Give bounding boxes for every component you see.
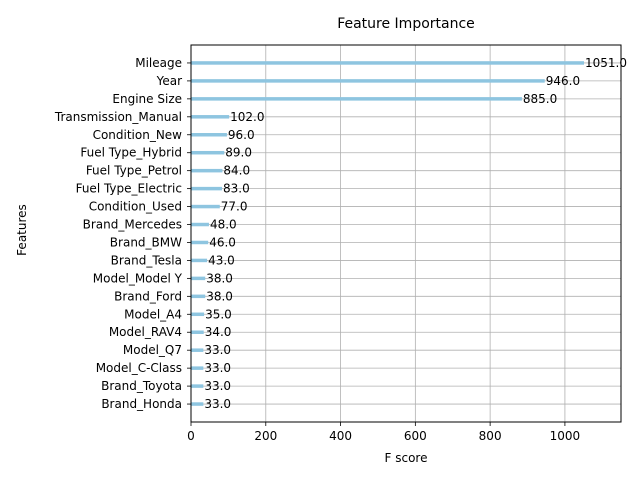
bar-value-label: 43.0 — [208, 253, 235, 267]
x-tick-label: 600 — [404, 429, 427, 443]
bar-value-label: 34.0 — [205, 325, 232, 339]
y-tick-label: Year — [156, 74, 182, 88]
y-tick-label: Fuel Type_Petrol — [86, 164, 182, 178]
y-tick-label: Model_C-Class — [96, 361, 182, 375]
bar — [191, 294, 206, 299]
y-tick-label: Model_Model Y — [93, 271, 183, 285]
bar — [191, 204, 220, 209]
bar-value-label: 1051.0 — [585, 56, 627, 70]
chart-title: Feature Importance — [337, 16, 475, 32]
bar — [191, 133, 227, 137]
bar-value-label: 96.0 — [228, 128, 255, 142]
bar — [191, 312, 205, 317]
bar — [191, 186, 223, 191]
y-tick-label: Brand_Tesla — [111, 253, 182, 267]
bar-value-label: 38.0 — [206, 271, 233, 285]
bar — [191, 384, 204, 388]
y-tick-label: Engine Size — [112, 92, 182, 106]
y-tick-label: Brand_Mercedes — [83, 218, 182, 232]
bar-value-label: 33.0 — [204, 379, 231, 393]
x-axis-label: F score — [385, 451, 428, 465]
bar — [191, 168, 223, 173]
bar — [191, 97, 522, 101]
y-tick-label: Model_RAV4 — [109, 325, 182, 339]
value-labels: 1051.0 946.0 885.0 102.0 96.0 89.0 84.0 83.0 77.… — [204, 56, 627, 411]
bar — [191, 61, 584, 65]
bar — [191, 79, 545, 83]
bar-value-label: 102.0 — [230, 110, 264, 124]
bar-value-label: 946.0 — [546, 74, 580, 88]
y-tick-label: Condition_Used — [89, 200, 182, 214]
bar — [191, 402, 204, 406]
y-tick-label: Brand_Honda — [101, 397, 182, 411]
y-tick-label: Condition_New — [93, 128, 183, 142]
bars — [191, 61, 584, 406]
x-tick-label: 200 — [254, 429, 277, 443]
bar-value-label: 33.0 — [204, 361, 231, 375]
y-axis-ticks: Mileage Year Engine Size Transmission_Manua… — [54, 56, 191, 411]
y-tick-label: Brand_Toyota — [101, 379, 182, 393]
bar — [191, 115, 230, 119]
y-tick-label: Mileage — [135, 56, 182, 70]
grid-lines — [190, 45, 621, 422]
bar — [191, 150, 225, 155]
bar-value-label: 89.0 — [225, 146, 252, 160]
bar — [191, 258, 208, 263]
bar-value-label: 83.0 — [223, 182, 250, 196]
bar-value-label: 77.0 — [221, 200, 248, 214]
y-axis-label: Features — [15, 204, 29, 256]
y-tick-label: Fuel Type_Hybrid — [80, 146, 182, 160]
x-tick-label: 400 — [329, 429, 352, 443]
x-tick-label: 0 — [187, 429, 195, 443]
bar — [191, 330, 204, 334]
bar-value-label: 33.0 — [204, 343, 231, 357]
y-tick-label: Model_Q7 — [123, 343, 182, 357]
plot-frame — [190, 44, 622, 423]
bar — [191, 222, 209, 227]
bar-value-label: 46.0 — [209, 235, 236, 249]
x-tick-label: 800 — [479, 429, 502, 443]
bar — [191, 366, 204, 370]
y-tick-label: Brand_Ford — [114, 289, 182, 303]
bar-value-label: 84.0 — [223, 164, 250, 178]
y-tick-label: Model_A4 — [124, 307, 182, 321]
x-axis-ticks: 0 200 400 600 800 1000 — [187, 422, 580, 443]
bar — [191, 348, 204, 352]
y-tick-label: Brand_BMW — [110, 235, 182, 249]
x-tick-label: 1000 — [550, 429, 581, 443]
y-tick-label: Transmission_Manual — [54, 110, 182, 124]
bar-value-label: 48.0 — [210, 218, 237, 232]
bar-value-label: 33.0 — [204, 397, 231, 411]
bar — [191, 276, 206, 281]
bar — [191, 240, 209, 245]
bar-value-label: 38.0 — [206, 289, 233, 303]
bar-value-label: 35.0 — [205, 307, 232, 321]
y-tick-label: Fuel Type_Electric — [76, 182, 182, 196]
bar-value-label: 885.0 — [523, 92, 557, 106]
